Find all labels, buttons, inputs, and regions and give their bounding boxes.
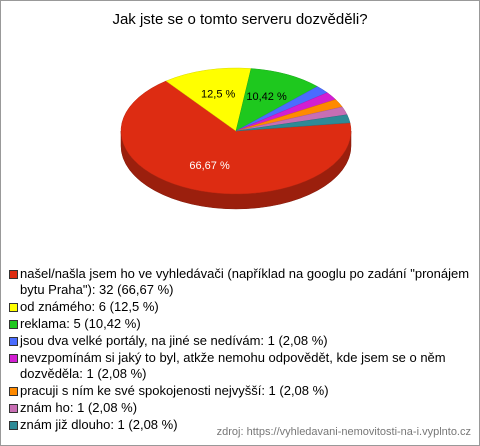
legend-label: od známého: 6 (12,5 %) [20,299,159,314]
legend-swatch [9,270,18,279]
legend-swatch [9,337,18,346]
legend-item: našel/našla jsem ho ve vyhledávači (např… [9,266,471,298]
pie-tops [120,67,352,195]
chart-title: Jak jste se o tomto serveru dozvěděli? [112,11,368,28]
legend-label: znám již dlouho: 1 (2,08 %) [20,417,178,432]
value-label: 66,67 % [189,160,230,172]
legend-item: nevzpomínám si jaký to byl, atkže nemohu… [9,350,471,382]
legend-item: od známého: 6 (12,5 %) [9,299,471,315]
legend-swatch [9,320,18,329]
legend-swatch [9,354,18,363]
value-label: 10,42 % [246,91,287,103]
pie-slice [235,68,318,132]
pie-slice [120,80,352,195]
legend-item: znám ho: 1 (2,08 %) [9,400,471,416]
value-label: 12,5 % [201,88,235,100]
legend-swatch [9,303,18,312]
legend-item: pracuji s ním ke své spokojenosti nejvyš… [9,383,471,399]
legend-swatch [9,421,18,430]
legend-label: reklama: 5 (10,42 %) [20,316,141,331]
legend-item: jsou dva velké portály, na jiné se nedív… [9,333,471,349]
pie-slice [165,67,252,132]
legend-label: znám ho: 1 (2,08 %) [20,400,138,415]
pie-area: 66,67 % 12,5 % 10,42 % [120,67,352,210]
legend-item: znám již dlouho: 1 (2,08 %) [9,417,471,433]
source: zdroj: https://vyhledavani-nemovitosti-n… [216,426,471,438]
legend-swatch [9,404,18,413]
legend-item: reklama: 5 (10,42 %) [9,316,471,332]
legend-label: jsou dva velké portály, na jiné se nedív… [20,333,328,348]
pie-slice [235,114,351,132]
legend-label: pracuji s ním ke své spokojenosti nejvyš… [20,383,329,398]
legend-label: našel/našla jsem ho ve vyhledávači (např… [20,266,470,297]
legend-swatch [9,387,18,396]
legend: našel/našla jsem ho ve vyhledávači (např… [9,266,471,434]
legend-label: nevzpomínám si jaký to byl, atkže nemohu… [20,350,446,381]
